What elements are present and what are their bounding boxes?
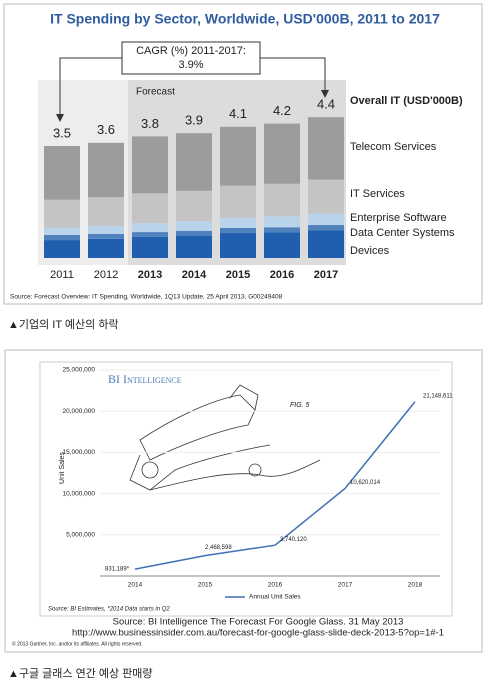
x-tick-label: 2014 xyxy=(182,269,207,281)
line xyxy=(134,401,416,570)
x-tick-label: 2014 xyxy=(128,582,143,589)
cagr-arrow xyxy=(260,57,326,96)
cagr-value: 3.9% xyxy=(178,59,203,71)
bar-segment xyxy=(220,217,256,228)
x-tick-label: 2015 xyxy=(226,269,250,281)
bar-segment xyxy=(132,223,168,233)
total-label: 4.2 xyxy=(273,103,291,118)
bar-segment xyxy=(44,234,80,241)
x-tick-label: 2017 xyxy=(314,269,338,281)
data-label: 2,468,598 xyxy=(205,545,232,551)
bar-segment xyxy=(176,133,212,191)
x-tick-label: 2013 xyxy=(138,269,162,281)
bar-segment xyxy=(264,123,300,184)
cagr-arrow xyxy=(59,57,122,120)
bar-segment xyxy=(132,232,168,237)
y-tick-label: 25,000,000 xyxy=(62,367,95,374)
bar-segment xyxy=(220,126,256,186)
bar-segment xyxy=(176,235,212,258)
forecast-label: Forecast xyxy=(136,87,175,98)
x-tick-label: 2016 xyxy=(268,582,283,589)
bar-segment xyxy=(264,227,300,233)
bar-segment xyxy=(44,227,80,235)
arrowhead xyxy=(321,90,329,98)
bar-segment xyxy=(264,183,300,217)
x-tick-label: 2016 xyxy=(270,269,294,281)
source-line: Source: BI Intelligence The Forecast For… xyxy=(113,617,404,628)
y-tick-label: 5,000,000 xyxy=(66,532,95,539)
glass-sketch xyxy=(129,384,321,491)
x-tick-label: 2015 xyxy=(198,582,213,589)
y-axis-title: Unit Sales xyxy=(59,452,66,484)
bar-segment xyxy=(308,213,344,226)
bar-segment xyxy=(308,225,344,231)
legend-label: Telecom Services xyxy=(350,141,437,153)
legend-label: Data Center Systems xyxy=(350,227,455,239)
bar-segment xyxy=(88,234,124,239)
total-label: 4.4 xyxy=(317,97,335,112)
bar-segment xyxy=(44,240,80,258)
bar-segment xyxy=(88,226,124,234)
data-label: 10,620,014 xyxy=(350,480,381,486)
legend-label: Overall IT (USD'000B) xyxy=(350,95,463,107)
bar-segment xyxy=(264,232,300,258)
legend-label: Devices xyxy=(350,245,390,257)
bar-segment xyxy=(132,136,168,194)
x-tick-label: 2012 xyxy=(94,269,118,281)
figure-label: FIG. 5 xyxy=(290,402,310,409)
y-tick-label: 20,000,000 xyxy=(62,408,95,415)
y-tick-label: 10,000,000 xyxy=(62,490,95,497)
watermark: BI Intelligence xyxy=(108,372,182,386)
legend-label: Annual Unit Sales xyxy=(249,594,301,601)
bar-segment xyxy=(132,193,168,224)
note: Source: BI Estimates, *2014 Data starts … xyxy=(48,607,170,613)
data-label: 3,740,120 xyxy=(280,537,307,543)
bar-segment xyxy=(132,236,168,258)
data-label: 21,148,611 xyxy=(423,393,453,399)
bar-segment xyxy=(220,227,256,234)
bar-segment xyxy=(308,179,344,214)
bar-segment xyxy=(88,238,124,258)
bar-segment xyxy=(264,216,300,228)
bar-segment xyxy=(88,142,124,198)
bar-segment xyxy=(88,197,124,226)
x-tick-label: 2018 xyxy=(408,582,423,589)
bar-segment xyxy=(44,146,80,200)
x-tick-label: 2017 xyxy=(338,582,353,589)
total-label: 3.9 xyxy=(185,113,203,128)
source: Source: Forecast Overview: IT Spending, … xyxy=(10,294,283,301)
bar-segment xyxy=(176,230,212,236)
caption: ▲기업의 IT 예산의 하락 xyxy=(8,317,119,331)
total-label: 3.6 xyxy=(97,122,115,137)
caption: ▲구글 글래스 연간 예상 판매량 xyxy=(8,667,153,680)
bar-segment xyxy=(176,190,212,222)
y-tick-label: 15,000,000 xyxy=(62,449,95,456)
total-label: 4.1 xyxy=(229,106,247,121)
arrowhead xyxy=(56,114,64,122)
bar-segment xyxy=(308,230,344,258)
bar-segment xyxy=(308,117,344,180)
chart-title: IT Spending by Sector, Worldwide, USD'00… xyxy=(50,11,440,27)
x-tick-label: 2011 xyxy=(50,269,74,281)
total-label: 3.8 xyxy=(141,116,159,131)
bar-segment xyxy=(220,185,256,218)
total-label: 3.5 xyxy=(53,125,71,140)
cagr-label: CAGR (%) 2011-2017: xyxy=(136,45,246,57)
legend-label: Enterprise Software xyxy=(350,212,447,224)
bar-segment xyxy=(176,221,212,231)
source-url: http://www.businessinsider.com.au/foreca… xyxy=(72,628,444,639)
legend-label: IT Services xyxy=(350,188,405,200)
bar-segment xyxy=(220,233,256,258)
bar-segment xyxy=(44,199,80,228)
chart-frame xyxy=(39,361,453,617)
credit: © 2013 Gartner, Inc. and/or its affiliat… xyxy=(12,640,143,647)
data-label: 831,189* xyxy=(105,567,130,573)
